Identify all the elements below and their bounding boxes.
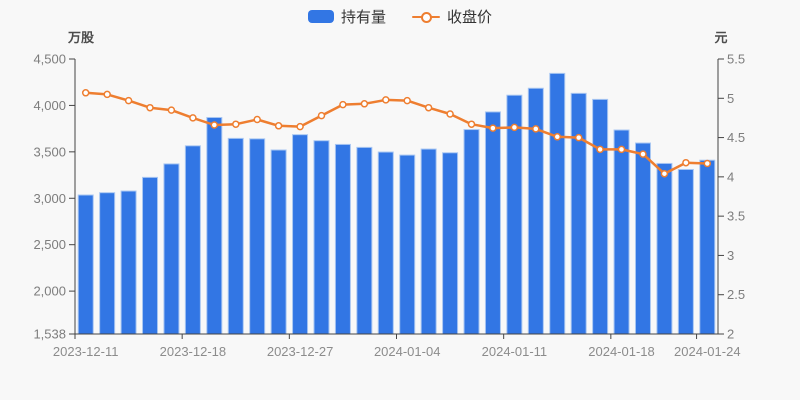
left-axis-tick-label: 2,000 — [33, 284, 66, 299]
close-price-marker[interactable] — [81, 89, 90, 97]
close-price-marker[interactable] — [296, 122, 304, 131]
right-axis-tick-label: 3.5 — [727, 209, 745, 224]
holdings-bar[interactable] — [77, 194, 94, 335]
close-price-marker[interactable] — [124, 96, 133, 105]
legend-item-close[interactable]: 收盘价 — [412, 6, 492, 27]
close-price-marker[interactable] — [167, 106, 176, 114]
holdings-bar[interactable] — [613, 129, 630, 335]
close-price-marker[interactable] — [424, 103, 433, 112]
close-price-marker[interactable] — [339, 100, 347, 109]
holdings-bar[interactable] — [120, 190, 137, 335]
left-axis-tick-label: 1,538 — [33, 327, 66, 342]
right-axis-tick-label: 2 — [727, 327, 734, 342]
close-price-marker[interactable] — [210, 121, 219, 129]
holdings-bar[interactable] — [656, 162, 673, 335]
close-price-marker[interactable] — [703, 159, 712, 168]
holdings-bar[interactable] — [334, 143, 351, 335]
holdings-bar[interactable] — [227, 137, 244, 335]
right-axis-tick-label: 5.5 — [727, 52, 745, 67]
holdings-bar[interactable] — [592, 98, 609, 335]
holdings-bar[interactable] — [270, 149, 287, 335]
holdings-bar[interactable] — [484, 111, 501, 335]
left-axis-tick-label: 2,500 — [33, 237, 66, 252]
close-price-marker[interactable] — [510, 123, 519, 132]
legend-label-holdings: 持有量 — [340, 9, 386, 26]
left-axis-tick-label: 4,500 — [33, 52, 66, 67]
close-price-marker[interactable] — [467, 120, 476, 128]
close-price-marker[interactable] — [660, 169, 669, 178]
close-price-marker[interactable] — [253, 115, 261, 124]
holdings-bar[interactable] — [292, 134, 309, 335]
x-axis-tick-label: 2024-01-24 — [674, 344, 741, 359]
close-price-marker[interactable] — [596, 145, 604, 154]
holdings-bar[interactable] — [184, 145, 201, 335]
holdings-bar[interactable] — [249, 138, 266, 335]
close-price-marker[interactable] — [103, 90, 111, 99]
legend-label-close: 收盘价 — [447, 9, 493, 26]
close-price-marker[interactable] — [382, 96, 390, 104]
right-axis-title: 元 — [714, 30, 728, 45]
holdings-bar[interactable] — [527, 87, 544, 335]
line-series-swatch-icon — [412, 10, 440, 23]
holdings-bar[interactable] — [142, 176, 159, 335]
close-price-marker[interactable] — [553, 133, 562, 141]
close-price-marker[interactable] — [403, 96, 411, 105]
bar-series-swatch-icon — [307, 10, 334, 23]
x-axis-tick-label: 2024-01-18 — [588, 344, 655, 359]
holdings-bar[interactable] — [463, 129, 480, 335]
left-axis-title: 万股 — [67, 30, 94, 45]
close-price-marker[interactable] — [274, 122, 283, 130]
holdings-bar[interactable] — [442, 152, 459, 335]
right-axis-tick-label: 3 — [727, 248, 734, 263]
holdings-bar[interactable] — [677, 168, 694, 335]
holdings-bar[interactable] — [699, 159, 716, 335]
x-axis-tick-label: 2024-01-04 — [374, 344, 441, 359]
left-axis-tick-label: 3,000 — [33, 191, 66, 206]
close-price-marker[interactable] — [232, 120, 240, 128]
x-axis-tick-label: 2024-01-11 — [482, 344, 548, 359]
x-axis-tick-label: 2023-12-11 — [53, 344, 119, 359]
right-axis-tick-label: 4 — [727, 169, 734, 184]
close-price-marker[interactable] — [574, 133, 583, 142]
holdings-bar[interactable] — [399, 154, 416, 335]
x-axis-tick-label: 2023-12-27 — [267, 344, 334, 359]
left-axis-tick-label: 3,500 — [33, 144, 66, 159]
holdings-bar[interactable] — [570, 92, 587, 335]
right-axis-tick-label: 5 — [727, 91, 734, 106]
legend: 持有量 收盘价 — [0, 6, 800, 27]
holdings-bar[interactable] — [377, 151, 394, 335]
legend-item-holdings[interactable]: 持有量 — [307, 6, 386, 27]
close-price-marker[interactable] — [360, 100, 369, 108]
close-price-marker[interactable] — [189, 114, 197, 122]
close-price-marker[interactable] — [446, 110, 454, 118]
right-axis-tick-label: 2.5 — [727, 287, 745, 302]
holdings-bar[interactable] — [206, 116, 223, 335]
close-price-marker[interactable] — [532, 125, 540, 133]
left-axis-tick-label: 4,000 — [33, 98, 66, 113]
close-price-marker[interactable] — [682, 158, 690, 167]
close-price-marker[interactable] — [617, 145, 626, 154]
holdings-bar[interactable] — [163, 163, 180, 335]
right-axis-tick-label: 4.5 — [727, 130, 745, 145]
holdings-bar[interactable] — [356, 146, 373, 335]
holdings-bar[interactable] — [420, 148, 437, 335]
close-price-marker[interactable] — [639, 150, 647, 158]
x-axis-tick-label: 2023-12-18 — [160, 344, 227, 359]
holdings-bar[interactable] — [634, 142, 651, 335]
close-price-marker[interactable] — [489, 124, 497, 132]
close-price-marker[interactable] — [317, 111, 326, 120]
holdings-bar[interactable] — [99, 192, 116, 335]
close-price-marker[interactable] — [146, 103, 154, 112]
holdings-bar[interactable] — [549, 72, 566, 335]
holdings-bar[interactable] — [313, 140, 330, 335]
